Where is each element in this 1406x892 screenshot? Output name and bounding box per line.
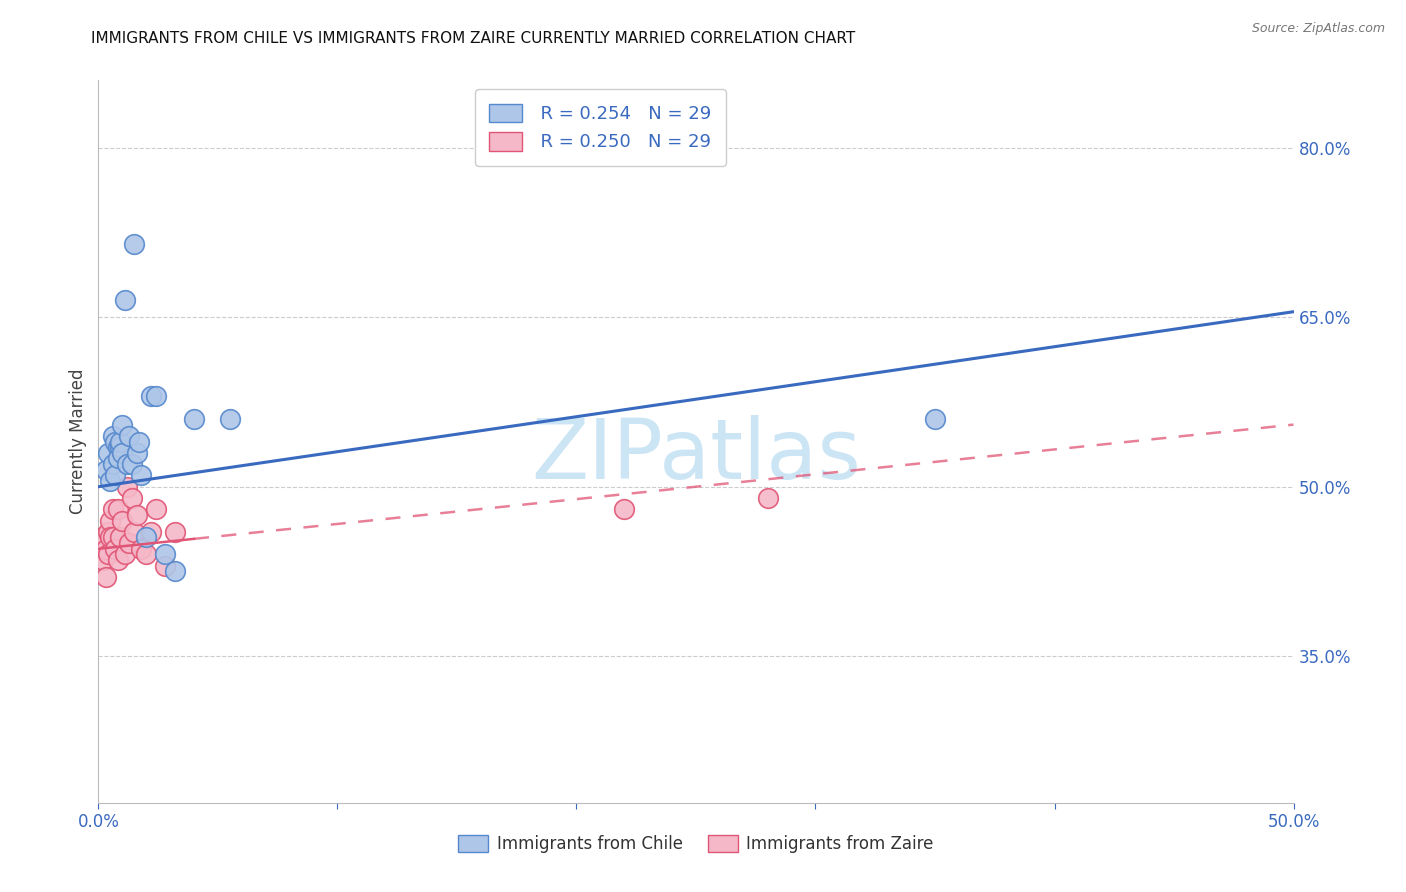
Legend: Immigrants from Chile, Immigrants from Zaire: Immigrants from Chile, Immigrants from Z… xyxy=(451,828,941,860)
Point xyxy=(155,548,177,562)
Point xyxy=(124,237,146,252)
Point xyxy=(111,446,134,460)
Point xyxy=(118,536,141,550)
Point xyxy=(121,457,143,471)
Point xyxy=(97,524,120,539)
Point xyxy=(101,429,124,443)
Point xyxy=(91,553,114,567)
Point xyxy=(125,508,148,522)
Point xyxy=(139,524,162,539)
Point xyxy=(101,457,124,471)
Point xyxy=(163,524,186,539)
Point xyxy=(98,531,122,545)
Point xyxy=(108,440,131,454)
Point xyxy=(121,491,143,505)
Point xyxy=(101,502,124,516)
Point xyxy=(104,434,127,449)
Point xyxy=(94,463,117,477)
Point xyxy=(124,524,146,539)
Text: Source: ZipAtlas.com: Source: ZipAtlas.com xyxy=(1251,22,1385,36)
Point xyxy=(155,558,177,573)
Point xyxy=(135,548,157,562)
Point xyxy=(183,412,205,426)
Point xyxy=(97,446,120,460)
Point xyxy=(94,541,117,556)
Point xyxy=(108,531,131,545)
Point xyxy=(104,541,127,556)
Point xyxy=(145,389,167,403)
Point xyxy=(115,480,138,494)
Point xyxy=(131,468,153,483)
Point xyxy=(107,440,129,454)
Point xyxy=(111,514,134,528)
Point xyxy=(97,548,120,562)
Point xyxy=(924,412,946,426)
Text: ZIPatlas: ZIPatlas xyxy=(531,416,860,497)
Point xyxy=(108,434,131,449)
Point xyxy=(104,468,127,483)
Point xyxy=(101,531,124,545)
Text: IMMIGRANTS FROM CHILE VS IMMIGRANTS FROM ZAIRE CURRENTLY MARRIED CORRELATION CHA: IMMIGRANTS FROM CHILE VS IMMIGRANTS FROM… xyxy=(91,31,856,46)
Point xyxy=(125,446,148,460)
Point xyxy=(107,451,129,466)
Point xyxy=(139,389,162,403)
Point xyxy=(131,541,153,556)
Point xyxy=(219,412,242,426)
Point xyxy=(91,531,114,545)
Point xyxy=(118,429,141,443)
Point xyxy=(756,491,779,505)
Point xyxy=(107,553,129,567)
Point xyxy=(98,514,122,528)
Point xyxy=(128,434,150,449)
Point xyxy=(94,570,117,584)
Point xyxy=(163,565,186,579)
Point xyxy=(145,502,167,516)
Y-axis label: Currently Married: Currently Married xyxy=(69,368,87,515)
Point xyxy=(115,457,138,471)
Point xyxy=(114,293,136,308)
Point xyxy=(613,502,636,516)
Point xyxy=(98,474,122,488)
Point xyxy=(107,502,129,516)
Point xyxy=(111,417,134,432)
Point xyxy=(135,531,157,545)
Point xyxy=(114,548,136,562)
